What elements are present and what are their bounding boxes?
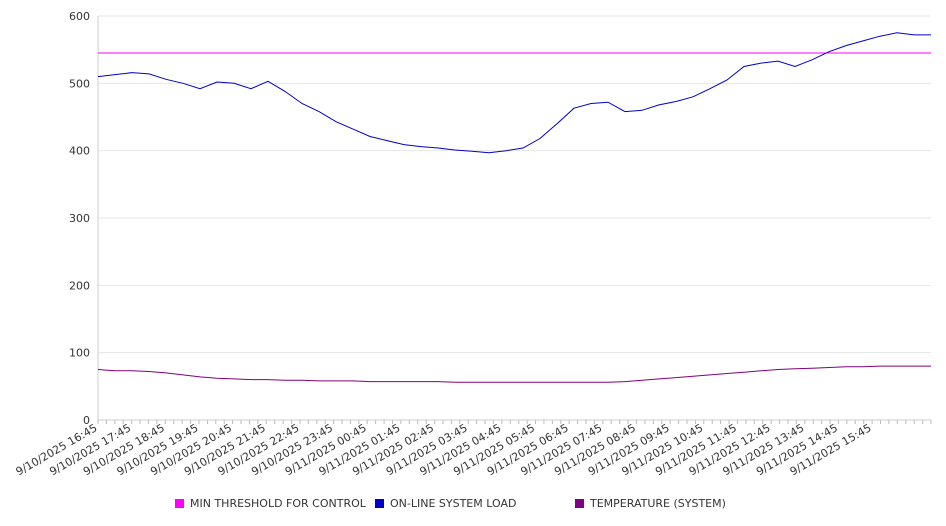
- legend-swatch-temperature: [575, 499, 584, 508]
- x-axis: 9/10/2025 16:459/10/2025 17:459/10/2025 …: [14, 419, 932, 478]
- y-tick-label: 200: [69, 279, 90, 292]
- legend: MIN THRESHOLD FOR CONTROL ON-LINE SYSTEM…: [0, 497, 946, 515]
- y-axis: 0 100 200 300 400 500 600: [69, 10, 99, 427]
- legend-label-system-load: ON-LINE SYSTEM LOAD: [390, 497, 517, 510]
- legend-item-threshold: MIN THRESHOLD FOR CONTROL: [175, 497, 366, 510]
- legend-label-temperature: TEMPERATURE (SYSTEM): [590, 497, 726, 510]
- temperature-line: [97, 365, 931, 383]
- y-tick-label: 300: [69, 212, 90, 225]
- y-tick-label: 600: [69, 10, 90, 23]
- y-tick-label: 0: [83, 414, 90, 427]
- y-tick-label: 400: [69, 145, 90, 158]
- y-tick-label: 100: [69, 347, 90, 360]
- legend-swatch-system-load: [375, 499, 384, 508]
- system-load-line: [97, 32, 931, 154]
- legend-item-temperature: TEMPERATURE (SYSTEM): [575, 497, 726, 510]
- series-layer: [97, 32, 931, 383]
- legend-label-threshold: MIN THRESHOLD FOR CONTROL: [190, 497, 366, 510]
- gridlines: [98, 15, 931, 421]
- y-tick-label: 500: [69, 77, 90, 90]
- legend-swatch-threshold: [175, 499, 184, 508]
- legend-item-system-load: ON-LINE SYSTEM LOAD: [375, 497, 516, 510]
